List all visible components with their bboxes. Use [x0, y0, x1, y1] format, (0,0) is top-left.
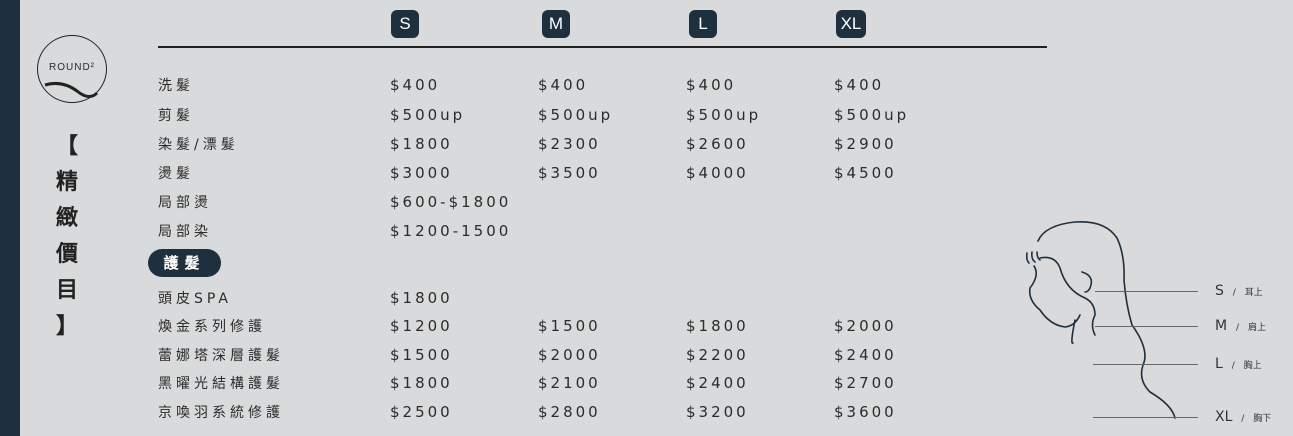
length-label-l: L / 胸上 [1215, 356, 1262, 372]
page-title: 【精緻價目】 [52, 128, 82, 344]
price-s: $3000 [390, 164, 453, 182]
price-xl: $400 [834, 76, 885, 94]
size-badge-m: M [542, 10, 570, 38]
service-name: 染髮/漂髮 [158, 137, 239, 153]
service-name: 煥金系列修護 [158, 319, 266, 335]
price-xl: $500up [834, 106, 910, 124]
price-m: $400 [538, 76, 589, 94]
side-bar [0, 0, 20, 436]
title-char: 目 [55, 277, 78, 303]
price-xl: $4500 [834, 164, 897, 182]
length-label-s: S / 耳上 [1215, 283, 1263, 299]
price-s: $400 [390, 76, 441, 94]
price-l: $2200 [686, 346, 749, 364]
size-badge-s: S [391, 10, 419, 38]
price-xl: $2400 [834, 346, 897, 364]
price-l: $4000 [686, 164, 749, 182]
length-line-l [1093, 364, 1198, 366]
service-name: 局部染 [158, 224, 212, 240]
size-badge-l: L [689, 10, 717, 38]
price-s: $1200-1500 [390, 222, 512, 240]
service-name: 頭皮SPA [158, 291, 233, 307]
head-outline [1037, 221, 1176, 419]
service-name: 剪髮 [158, 108, 194, 124]
title-char: 】 [55, 313, 78, 339]
price-l: $3200 [686, 403, 749, 421]
price-m: $2300 [538, 135, 601, 153]
length-line-m [1095, 326, 1198, 328]
price-xl: $2700 [834, 374, 897, 392]
logo-wave [44, 82, 99, 98]
price-xl: $2000 [834, 317, 897, 335]
care-section-label: 護髮 [148, 249, 221, 277]
price-l: $2400 [686, 374, 749, 392]
price-m: $3500 [538, 164, 601, 182]
service-name: 局部燙 [158, 195, 212, 211]
price-s: $1800 [390, 374, 453, 392]
price-s: $500up [390, 106, 466, 124]
title-char: 緻 [55, 205, 78, 231]
title-char: 【 [55, 133, 78, 159]
service-name: 京喚羽系統修護 [158, 405, 284, 421]
price-m: $2800 [538, 403, 601, 421]
price-m: $1500 [538, 317, 601, 335]
price-m: $2000 [538, 346, 601, 364]
length-line-xl [1093, 417, 1198, 419]
service-name: 黑曜光結構護髮 [158, 376, 284, 392]
service-name: 燙髮 [158, 166, 194, 182]
brand-name: ROUND² [49, 62, 95, 73]
size-badge-xl: XL [836, 10, 866, 38]
price-l: $1800 [686, 317, 749, 335]
length-label-xl: XL / 胸下 [1215, 409, 1272, 425]
price-xl: $2900 [834, 135, 897, 153]
face-outline [1028, 256, 1096, 344]
service-name: 洗髮 [158, 78, 194, 94]
price-s: $1800 [390, 289, 453, 307]
price-s: $2500 [390, 403, 453, 421]
price-l: $2600 [686, 135, 749, 153]
service-name: 蕾娜塔深層護髮 [158, 348, 284, 364]
length-line-s [1095, 291, 1198, 293]
length-label-m: M / 肩上 [1215, 318, 1266, 334]
price-s: $600-$1800 [390, 193, 512, 211]
price-l: $500up [686, 106, 762, 124]
price-m: $2100 [538, 374, 601, 392]
price-s: $1500 [390, 346, 453, 364]
price-l: $400 [686, 76, 737, 94]
price-s: $1800 [390, 135, 453, 153]
price-s: $1200 [390, 317, 453, 335]
title-char: 精 [55, 169, 78, 195]
price-m: $500up [538, 106, 614, 124]
brand-logo: ROUND² [37, 35, 107, 103]
price-xl: $3600 [834, 403, 897, 421]
header-divider [158, 46, 1047, 48]
ear [1081, 271, 1093, 293]
title-char: 價 [55, 241, 78, 267]
